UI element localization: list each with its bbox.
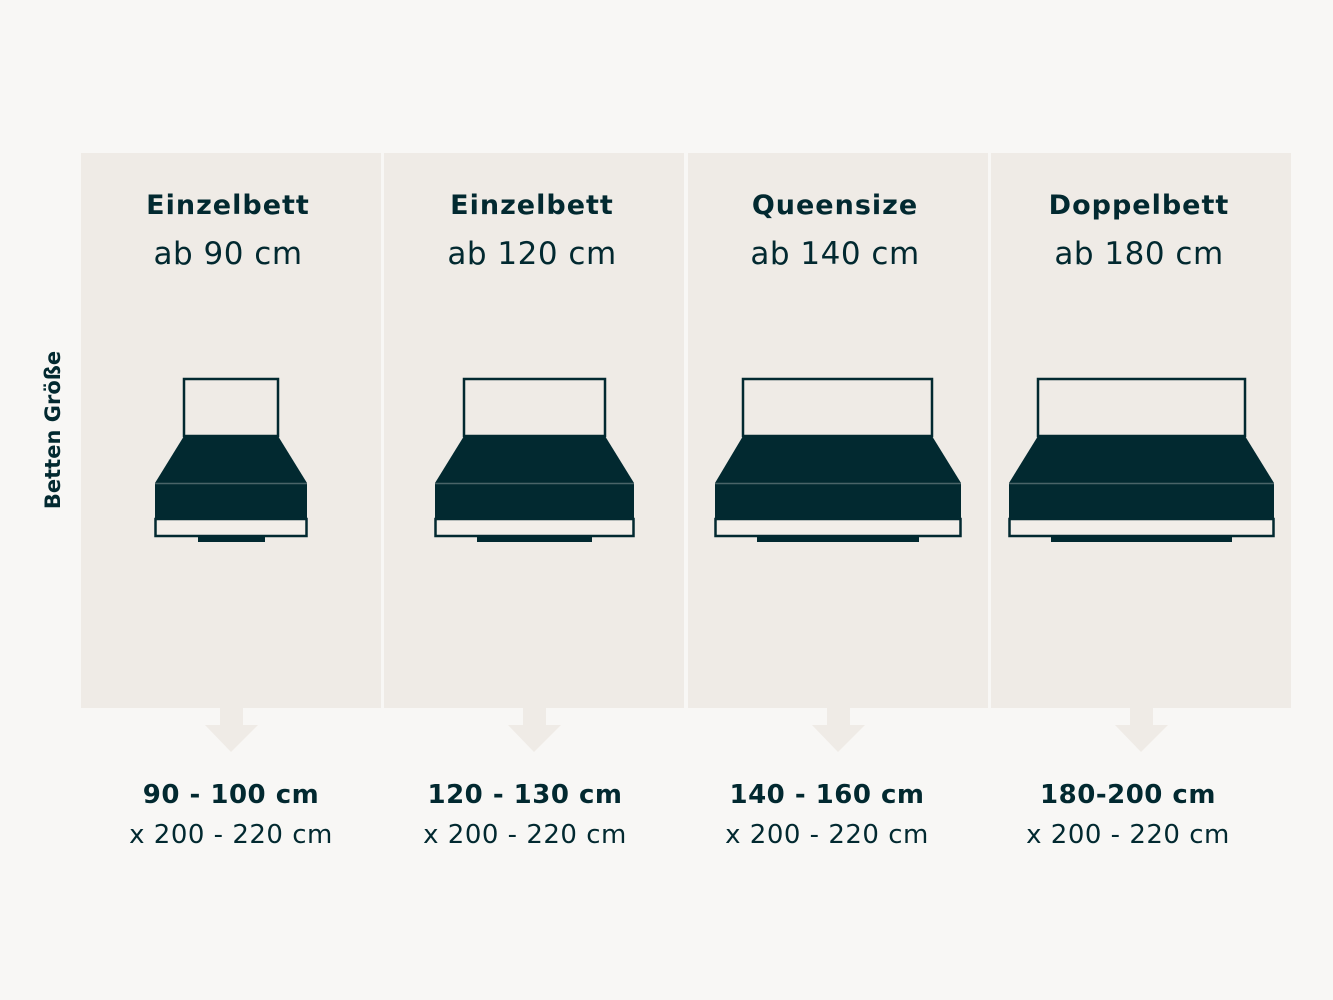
size-width: 90 - 100 cm — [142, 780, 320, 810]
arrow-down-icon — [1115, 725, 1168, 752]
bed-mattress — [715, 483, 961, 519]
arrow-stem — [220, 708, 243, 726]
size-length: x 200 - 220 cm — [423, 820, 627, 850]
bed-foot — [198, 536, 265, 542]
column-title: Einzelbett — [146, 190, 310, 221]
bed-headboard — [741, 377, 934, 438]
bed-foot — [477, 536, 592, 542]
size-width: 180-200 cm — [1040, 780, 1216, 810]
arrow-down-icon — [508, 725, 561, 752]
bed-headboard — [462, 377, 607, 438]
arrow-down-icon — [812, 725, 865, 752]
bed-pillow-area — [435, 436, 634, 483]
arrow-down-icon — [205, 725, 258, 752]
column-title: Queensize — [751, 190, 919, 221]
arrow-stem — [827, 708, 850, 726]
bed-pillow-area — [1009, 436, 1274, 483]
bed-mattress — [435, 483, 634, 519]
bed-foot — [757, 536, 919, 542]
column-subtitle: ab 180 cm — [1054, 236, 1224, 272]
column-title: Einzelbett — [450, 190, 614, 221]
bed-mattress — [1009, 483, 1274, 519]
bed-headboard — [182, 377, 280, 438]
column-title: Doppelbett — [1048, 190, 1230, 221]
size-width: 120 - 130 cm — [427, 780, 623, 810]
bed-frame — [1008, 517, 1275, 538]
bed-headboard — [1036, 377, 1247, 438]
column-subtitle: ab 90 cm — [153, 236, 303, 272]
bed-frame — [714, 517, 962, 538]
bed-pillow-area — [715, 436, 961, 483]
arrow-stem — [523, 708, 546, 726]
size-width: 140 - 160 cm — [729, 780, 925, 810]
size-length: x 200 - 220 cm — [129, 820, 333, 850]
column-subtitle: ab 140 cm — [750, 236, 920, 272]
column-subtitle: ab 120 cm — [447, 236, 617, 272]
arrow-stem — [1130, 708, 1153, 726]
bed-frame — [434, 517, 635, 538]
size-length: x 200 - 220 cm — [725, 820, 929, 850]
bed-pillow-area — [155, 436, 307, 483]
bed-foot — [1051, 536, 1232, 542]
bed-frame — [154, 517, 308, 538]
size-length: x 200 - 220 cm — [1026, 820, 1230, 850]
bed-mattress — [155, 483, 307, 519]
